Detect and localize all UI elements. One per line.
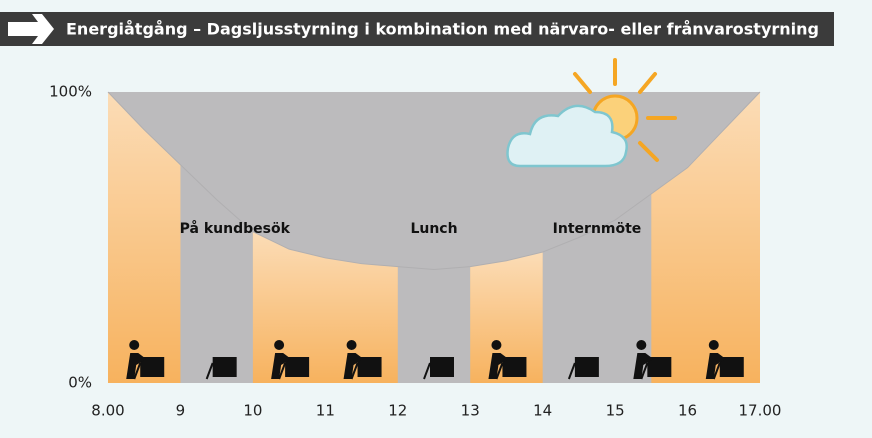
- annotation: Internmöte: [553, 221, 642, 237]
- empty-desk-icon: [423, 357, 454, 380]
- used-area-shade: [108, 92, 181, 383]
- header-bar: [0, 12, 834, 46]
- used-area-shade: [252, 231, 398, 383]
- empty-desk-icon: [205, 357, 237, 380]
- x-tick-label: 16: [678, 402, 697, 420]
- desk: [285, 357, 310, 377]
- header-arrow: [8, 14, 54, 44]
- head: [636, 340, 647, 350]
- body: [705, 353, 726, 379]
- person-at-desk-icon: [633, 340, 672, 380]
- desk-leg: [640, 362, 649, 380]
- x-tick-label: 17.00: [739, 402, 782, 420]
- x-tick-label: 9: [176, 402, 186, 420]
- x-tick-label: 8.00: [91, 402, 124, 420]
- x-tick-label: 14: [533, 402, 552, 420]
- desk: [719, 357, 744, 377]
- desk: [430, 357, 454, 377]
- person-at-desk-icon: [126, 340, 165, 380]
- used-area-shade: [651, 92, 760, 383]
- desk-leg: [205, 362, 214, 380]
- desk-leg: [133, 362, 142, 380]
- head: [129, 340, 140, 350]
- person-at-desk-icon: [271, 340, 310, 380]
- x-tick-label: 15: [606, 402, 625, 420]
- x-tick-label: 10: [243, 402, 262, 420]
- desk: [212, 357, 237, 377]
- body: [343, 353, 364, 379]
- desk: [357, 357, 382, 377]
- annotation: På kundbesök: [180, 220, 291, 237]
- x-tick-label: 12: [388, 402, 407, 420]
- desk-leg: [350, 362, 359, 380]
- energy-curve: [107, 91, 761, 271]
- desk: [502, 357, 527, 377]
- cloud: [506, 104, 628, 168]
- desk-leg: [712, 362, 721, 380]
- desk-leg: [567, 362, 576, 380]
- person-at-desk-icon: [488, 340, 527, 380]
- plot: 0% 100% 8.00 9 10 11 12 13 14 15 16 17.00 På kundbes…: [49, 83, 781, 420]
- body: [126, 353, 147, 379]
- annotation: Lunch: [410, 221, 457, 237]
- head: [491, 340, 502, 350]
- body: [633, 353, 654, 379]
- body: [271, 353, 292, 379]
- body: [488, 353, 509, 379]
- head: [708, 340, 719, 350]
- desk: [140, 357, 165, 377]
- desk-leg: [278, 362, 287, 380]
- y-tick-label: 0%: [68, 374, 92, 392]
- y-tick-label: 100%: [49, 83, 92, 101]
- x-tick-label: 13: [461, 402, 480, 420]
- desk-leg: [423, 362, 431, 380]
- x-tick-label: 11: [316, 402, 335, 420]
- desk: [574, 357, 599, 377]
- used-area-shade: [470, 252, 543, 383]
- person-at-desk-icon: [705, 340, 744, 380]
- empty-desk-icon: [567, 357, 599, 380]
- desk-leg: [495, 362, 504, 380]
- head: [274, 340, 285, 350]
- desk: [647, 357, 672, 377]
- chart-title: Energiåtgång – Dagsljusstyrning i kombin…: [66, 20, 819, 39]
- head: [346, 340, 357, 350]
- person-at-desk-icon: [343, 340, 382, 380]
